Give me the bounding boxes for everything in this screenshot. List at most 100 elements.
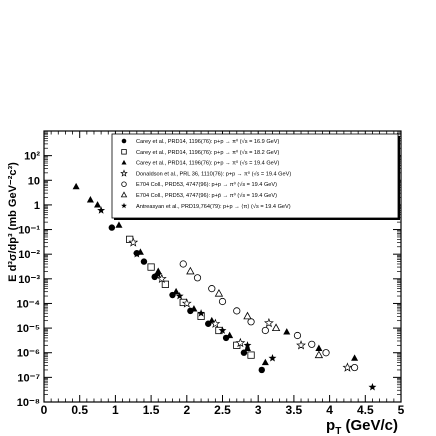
data-point: [72, 182, 80, 190]
data-point: [97, 206, 106, 214]
x-tick-label: 1: [112, 403, 119, 417]
data-point: [235, 337, 246, 348]
data-point: [175, 291, 184, 300]
data-points: [72, 182, 377, 391]
x-axis-label: pT (GeV/c): [326, 417, 398, 436]
data-point: [193, 274, 202, 282]
data-point: [283, 328, 291, 335]
y-tick-label: 10⁻⁷: [17, 372, 40, 384]
legend-entry: Antreasyan et al., PRD19,764(79): p+p → …: [136, 203, 291, 210]
legend-marker: [121, 181, 127, 187]
legend-entry: Carey et al., PRD14, 1196(76): p+p → π⁰ …: [136, 160, 280, 167]
y-tick-label: 10: [28, 175, 40, 187]
y-tick-label: 10⁻¹: [18, 225, 40, 237]
x-tick-label: 0.5: [71, 403, 88, 417]
x-tick-label: 2.5: [214, 403, 231, 417]
data-point: [271, 323, 281, 332]
x-tick-label: 3.5: [286, 403, 303, 417]
legend-marker: [121, 159, 127, 165]
legend-marker: [121, 149, 127, 155]
data-point: [240, 349, 248, 356]
data-point: [108, 224, 116, 231]
data-point: [208, 316, 216, 324]
data-point: [172, 287, 180, 295]
data-point: [147, 263, 155, 271]
data-point: [350, 363, 359, 372]
data-point: [115, 221, 123, 228]
data-point: [190, 305, 198, 312]
data-point: [247, 318, 255, 326]
data-point: [243, 344, 252, 351]
data-point: [247, 351, 255, 359]
data-point: [342, 362, 353, 372]
data-point: [86, 196, 94, 203]
legend-box: [111, 133, 399, 219]
data-point: [140, 258, 148, 265]
x-axis-label-sub: T: [335, 426, 341, 436]
data-point: [128, 237, 139, 247]
data-point: [197, 309, 206, 317]
data-point: [181, 298, 192, 308]
y-tick-label: 10⁻²: [18, 249, 40, 261]
data-point: [314, 350, 324, 359]
legend-entry: E704 Coll., PRD53, 4747(96): p+p → π⁰ (√…: [136, 181, 277, 188]
y-axis-label: E d³σ/dp³ (mb GeV⁻²c³): [7, 162, 19, 282]
data-point: [208, 285, 216, 293]
x-axis-label-main: p: [326, 417, 335, 434]
axis-labels: pT (GeV/c) E d³σ/dp³ (mb GeV⁻²c³): [7, 162, 398, 436]
data-point: [154, 270, 163, 278]
y-tick-label: 10⁻⁴: [17, 298, 40, 310]
x-tick-label: 3: [255, 403, 262, 417]
data-point: [263, 317, 274, 328]
legend-entry: Donaldson et al., PRL 36, 1110(76): p+p …: [136, 170, 291, 177]
data-point: [233, 307, 241, 315]
data-point: [226, 331, 234, 339]
y-tick-label: 10⁻⁸: [17, 397, 40, 409]
data-point: [186, 266, 195, 275]
y-tick-label: 10⁻⁵: [17, 323, 40, 335]
data-point: [210, 318, 221, 328]
data-point: [315, 344, 323, 351]
data-point: [243, 311, 252, 320]
legend-marker: [120, 169, 128, 177]
x-tick-label: 1.5: [143, 403, 160, 417]
y-tick-label: 10⁻³: [18, 274, 40, 286]
legend-marker: [121, 202, 127, 209]
x-tick-label: 4.5: [357, 403, 374, 417]
legend: Carey et al., PRD14, 1196(76): p+p → π⁰ …: [111, 133, 400, 220]
data-point: [218, 326, 227, 334]
data-point: [151, 273, 158, 281]
data-point: [351, 354, 359, 361]
data-point: [218, 297, 227, 306]
data-point: [296, 340, 306, 350]
legend-entry: Carey et al., PRD14, 1196(76): p+p → π⁰ …: [136, 138, 280, 145]
data-point: [132, 250, 141, 258]
y-tick-label: 1: [34, 200, 40, 212]
data-point: [308, 340, 316, 348]
legend-entry: Carey et al., PRD14, 1196(76): p+p → π⁰ …: [136, 149, 280, 156]
data-point: [94, 201, 102, 208]
data-point: [261, 358, 269, 366]
legend-marker: [120, 191, 128, 198]
x-axis-label-unit: (GeV/c): [341, 417, 398, 434]
data-point: [179, 260, 187, 268]
x-tick-label: 4: [326, 403, 333, 417]
data-point: [214, 288, 224, 297]
y-tick-label: 10²: [24, 151, 40, 163]
data-point: [261, 326, 269, 335]
data-point: [322, 349, 330, 357]
data-point: [161, 280, 169, 288]
data-point: [258, 366, 265, 374]
data-point: [293, 331, 302, 340]
legend-marker: [121, 138, 127, 144]
legend-entry: E704 Coll., PRD53, 4747(96): p+p̄ → π⁰ (…: [136, 192, 277, 199]
x-tick-label: 5: [398, 403, 405, 417]
x-tick-label: 0: [41, 403, 48, 417]
x-tick-label: 2: [183, 403, 190, 417]
y-tick-label: 10⁻⁶: [17, 348, 40, 360]
data-point: [368, 383, 377, 391]
axes: 0 0.5 1 1.5 2 2.5 3 3.5 4 4.5 5 10⁻⁸ 10⁻⁷ 10⁻⁶ 10⁻⁵ 10⁻…: [17, 130, 405, 417]
data-point: [268, 354, 277, 362]
data-point: [243, 341, 252, 349]
